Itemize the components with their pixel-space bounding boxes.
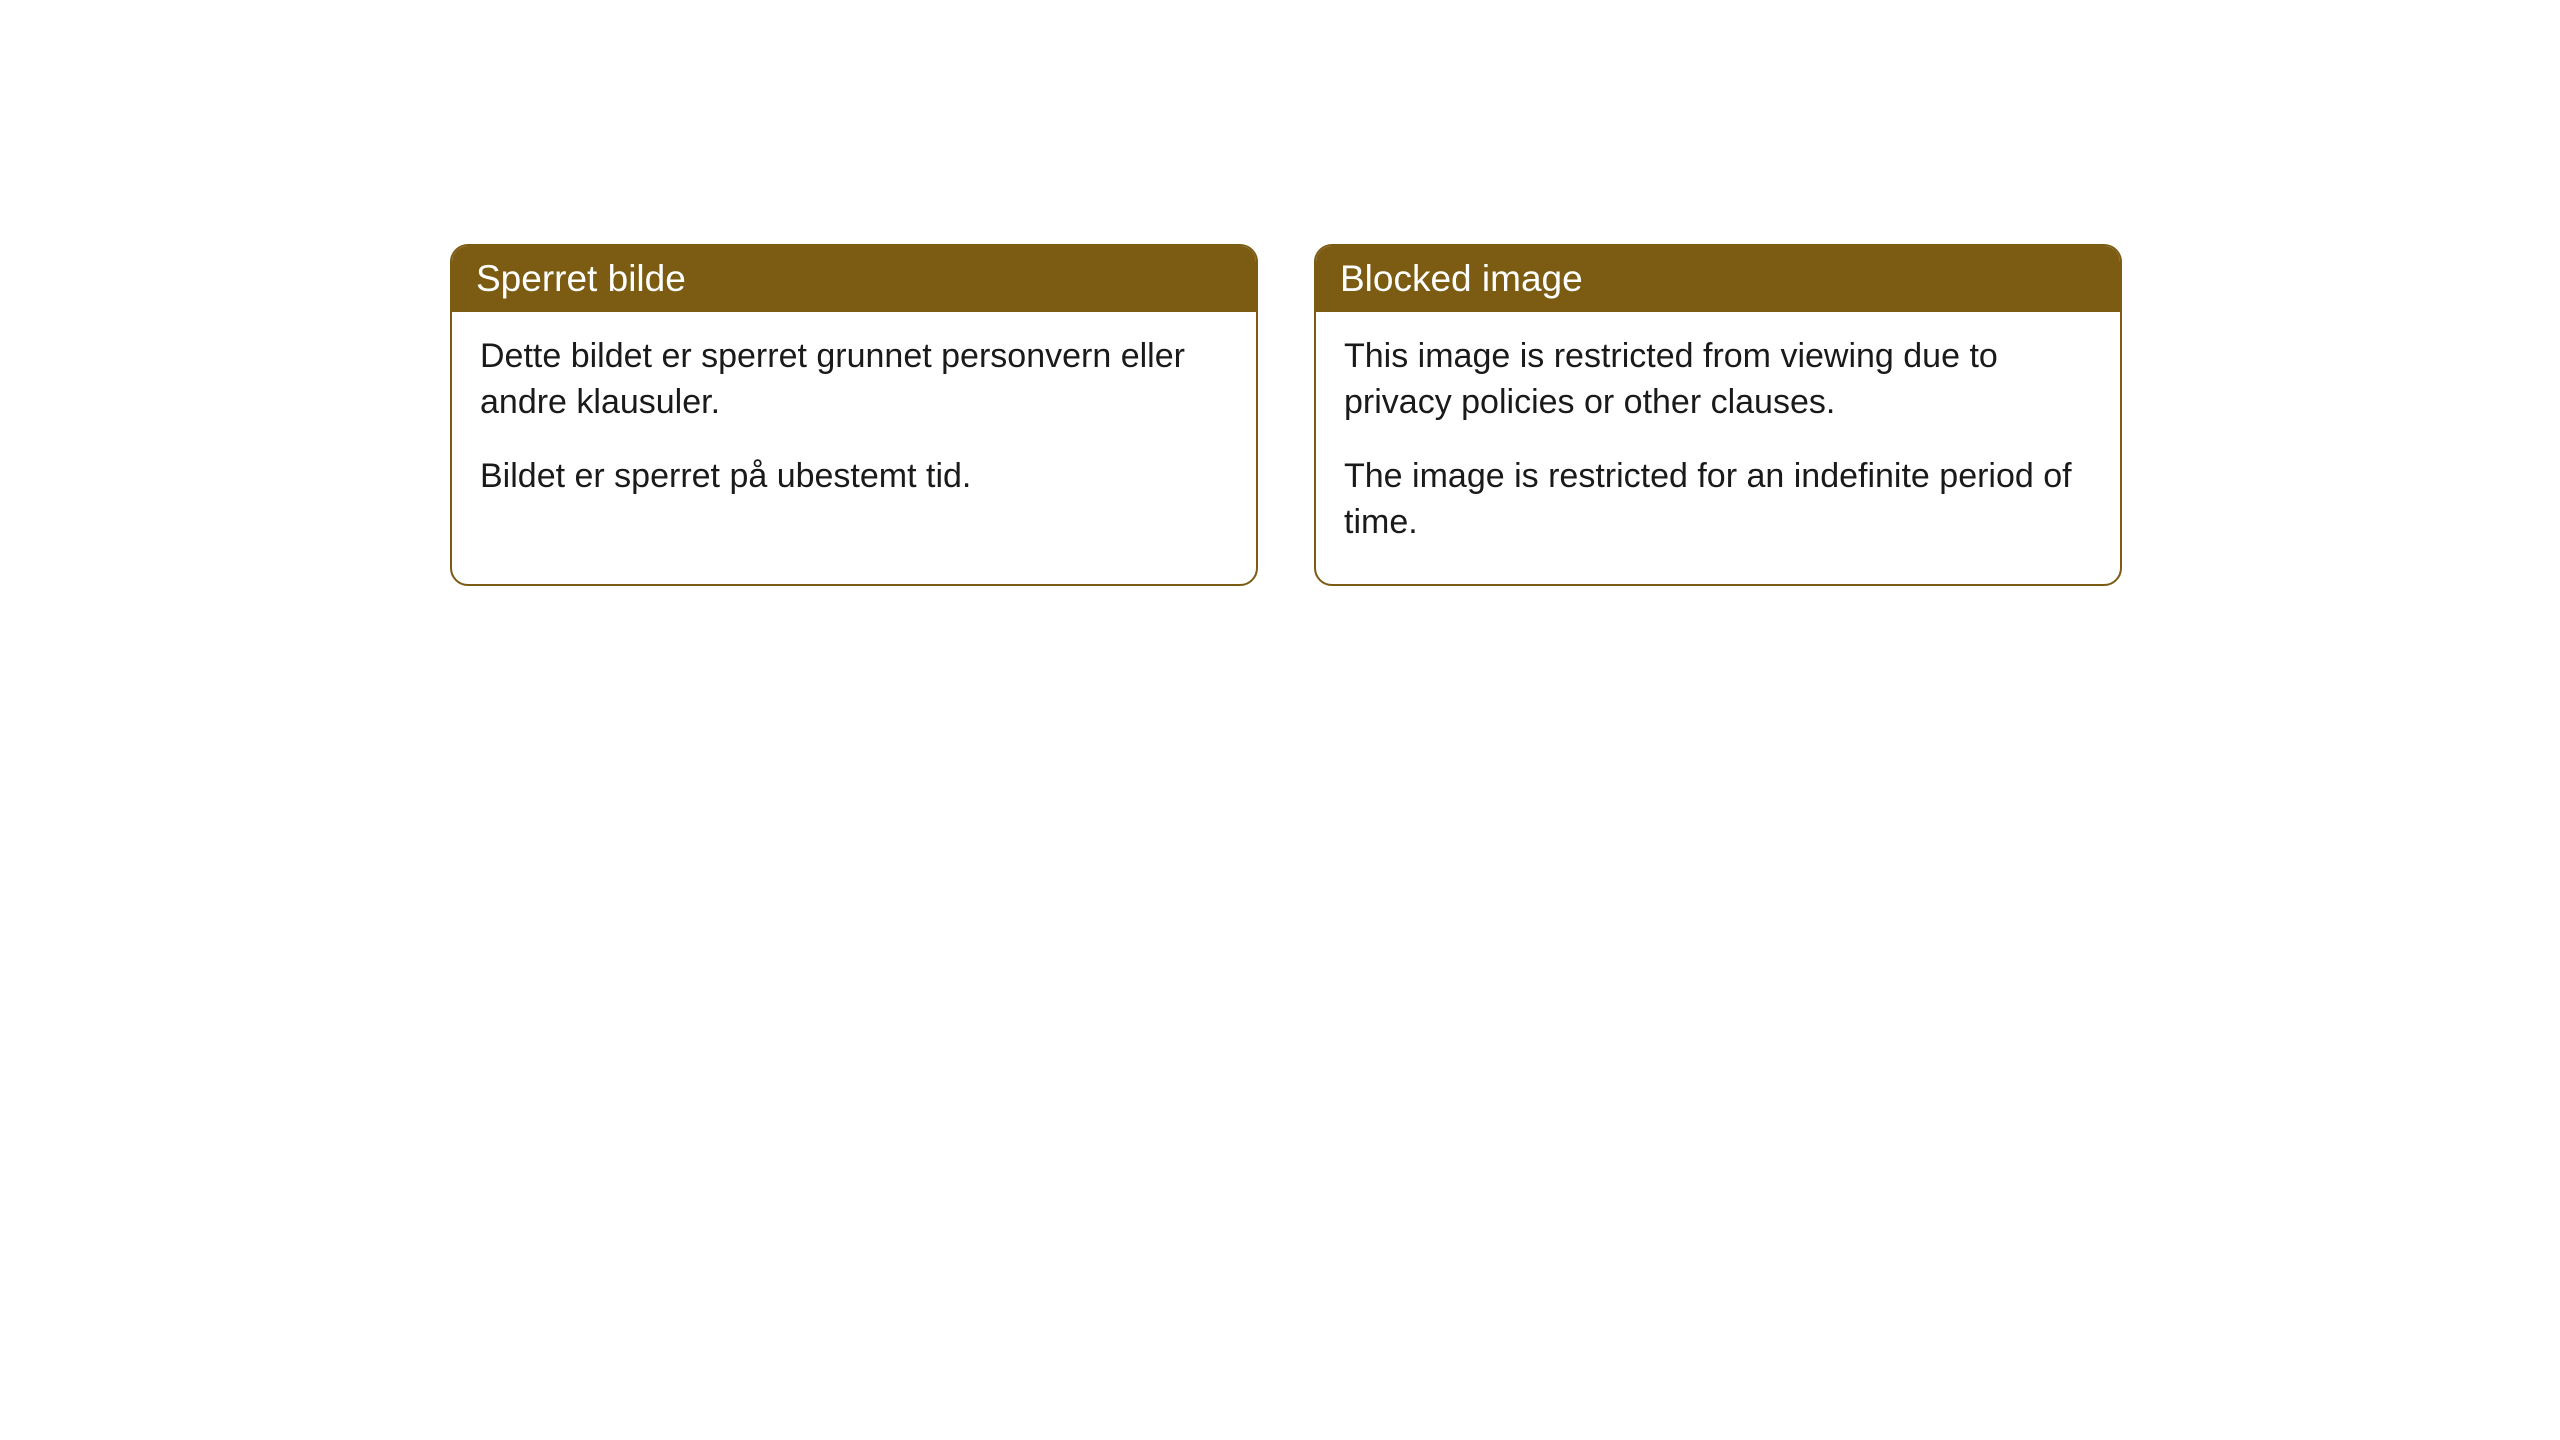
card-body-english: This image is restricted from viewing du… [1316,312,2120,584]
blocked-image-card-norwegian: Sperret bilde Dette bildet er sperret gr… [450,244,1258,586]
card-paragraph-2-norwegian: Bildet er sperret på ubestemt tid. [480,454,1228,500]
card-title-norwegian: Sperret bilde [452,246,1256,312]
cards-container: Sperret bilde Dette bildet er sperret gr… [0,0,2560,586]
card-body-norwegian: Dette bildet er sperret grunnet personve… [452,312,1256,538]
card-paragraph-2-english: The image is restricted for an indefinit… [1344,454,2092,546]
blocked-image-card-english: Blocked image This image is restricted f… [1314,244,2122,586]
card-title-english: Blocked image [1316,246,2120,312]
card-paragraph-1-english: This image is restricted from viewing du… [1344,334,2092,426]
card-paragraph-1-norwegian: Dette bildet er sperret grunnet personve… [480,334,1228,426]
